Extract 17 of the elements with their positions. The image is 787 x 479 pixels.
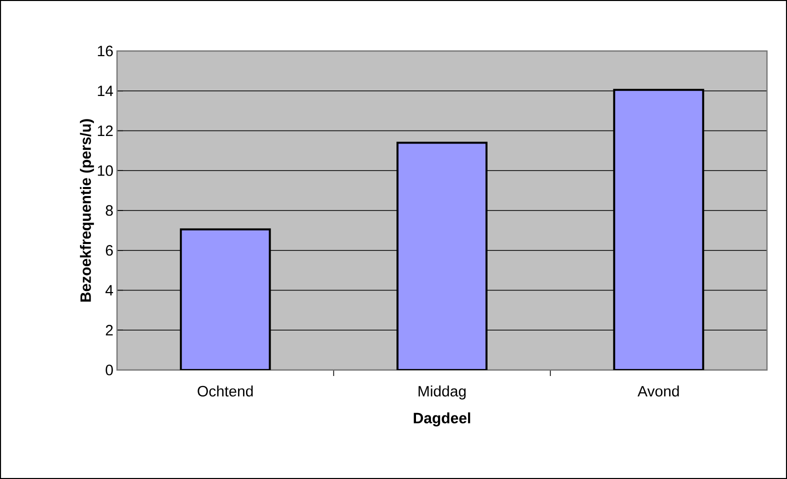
bar: [613, 88, 704, 370]
x-axis-title: Dagdeel: [414, 412, 470, 426]
y-tick-label: 0: [106, 364, 113, 376]
y-tick-label: 2: [106, 324, 113, 336]
bar: [396, 142, 488, 370]
y-tick-label: 16: [98, 46, 113, 56]
y-tick-label: 4: [105, 285, 114, 296]
y-axis-title: Bezoekfrequentie (pers/u): [80, 119, 94, 302]
y-tick-label: 12: [98, 126, 113, 136]
x-tick-label: Middag: [418, 386, 466, 400]
x-tick-label: Avond: [638, 386, 679, 397]
y-tick-label: 10: [98, 165, 113, 176]
x-tick-label: Ochtend: [198, 386, 253, 397]
y-tick-label: 6: [106, 245, 113, 256]
bar: [180, 228, 271, 370]
y-tick-label: 14: [98, 86, 114, 96]
y-tick-label: 8: [106, 205, 113, 216]
